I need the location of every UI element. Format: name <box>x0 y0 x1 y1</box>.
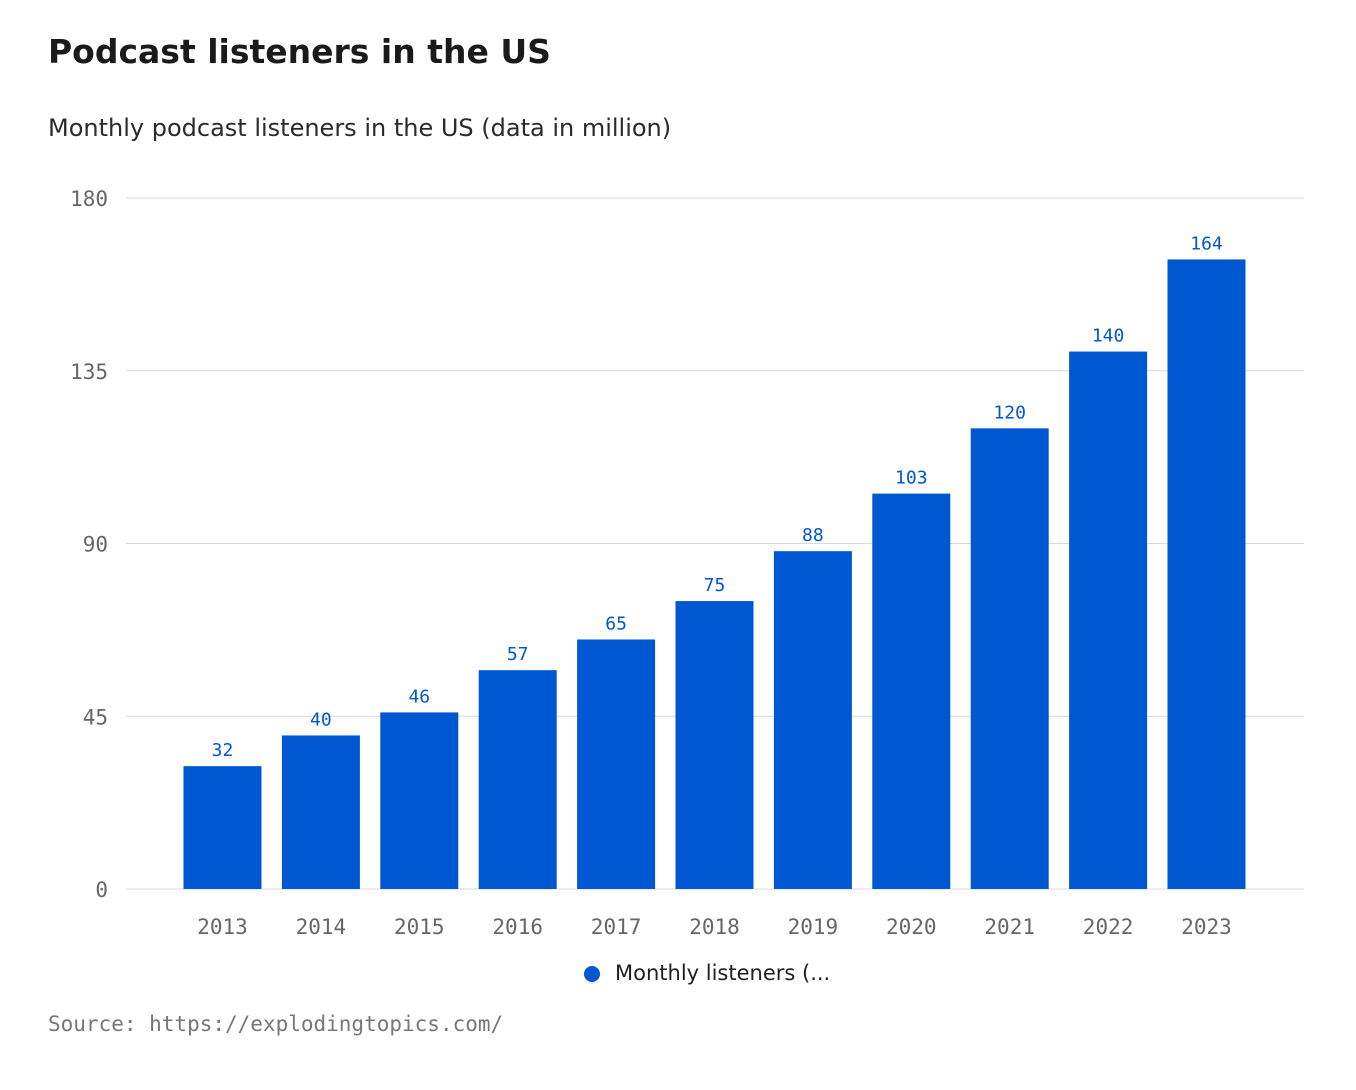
x-tick-label: 2020 <box>886 915 937 939</box>
bar <box>1069 351 1148 889</box>
bar <box>380 712 459 889</box>
legend-label: Monthly listeners (... <box>615 961 830 985</box>
chart-subtitle: Monthly podcast listeners in the US (dat… <box>48 114 672 142</box>
bar <box>970 428 1049 889</box>
y-tick-label: 180 <box>70 187 108 211</box>
bar <box>577 639 656 889</box>
data-label: 57 <box>507 644 529 665</box>
data-label: 46 <box>408 686 430 707</box>
bar <box>773 551 852 889</box>
legend-marker <box>584 966 600 982</box>
bar <box>281 735 360 889</box>
y-tick-label: 90 <box>83 533 108 557</box>
bar-chart: 0 45 90 135 180 32 2013 40 2014 46 2015 57 2016 65 201… <box>70 187 1304 985</box>
data-label: 75 <box>704 575 726 596</box>
data-label: 88 <box>802 525 824 546</box>
y-tick-label: 45 <box>83 705 108 729</box>
x-tick-label: 2016 <box>492 915 543 939</box>
data-label: 32 <box>212 740 234 761</box>
data-label: 120 <box>993 402 1026 423</box>
chart-title: Podcast listeners in the US <box>48 32 551 71</box>
x-tick-label: 2013 <box>197 915 248 939</box>
y-tick-label: 135 <box>70 360 108 384</box>
x-tick-label: 2022 <box>1083 915 1134 939</box>
x-tick-label: 2017 <box>591 915 642 939</box>
bar <box>478 670 557 889</box>
data-label: 164 <box>1190 233 1223 254</box>
bar <box>675 601 754 889</box>
x-tick-label: 2019 <box>788 915 839 939</box>
bar <box>1167 259 1246 889</box>
data-label: 140 <box>1092 326 1125 347</box>
x-tick-label: 2014 <box>296 915 347 939</box>
source-note: Source: https://explodingtopics.com/ <box>48 1012 504 1036</box>
y-tick-label: 0 <box>95 878 108 902</box>
data-label: 65 <box>605 613 627 634</box>
bar <box>872 493 951 889</box>
x-tick-label: 2021 <box>984 915 1035 939</box>
bar <box>183 766 262 889</box>
data-label: 40 <box>310 709 332 730</box>
x-tick-label: 2015 <box>394 915 445 939</box>
x-tick-label: 2018 <box>689 915 740 939</box>
x-tick-label: 2023 <box>1181 915 1232 939</box>
data-label: 103 <box>895 468 928 489</box>
